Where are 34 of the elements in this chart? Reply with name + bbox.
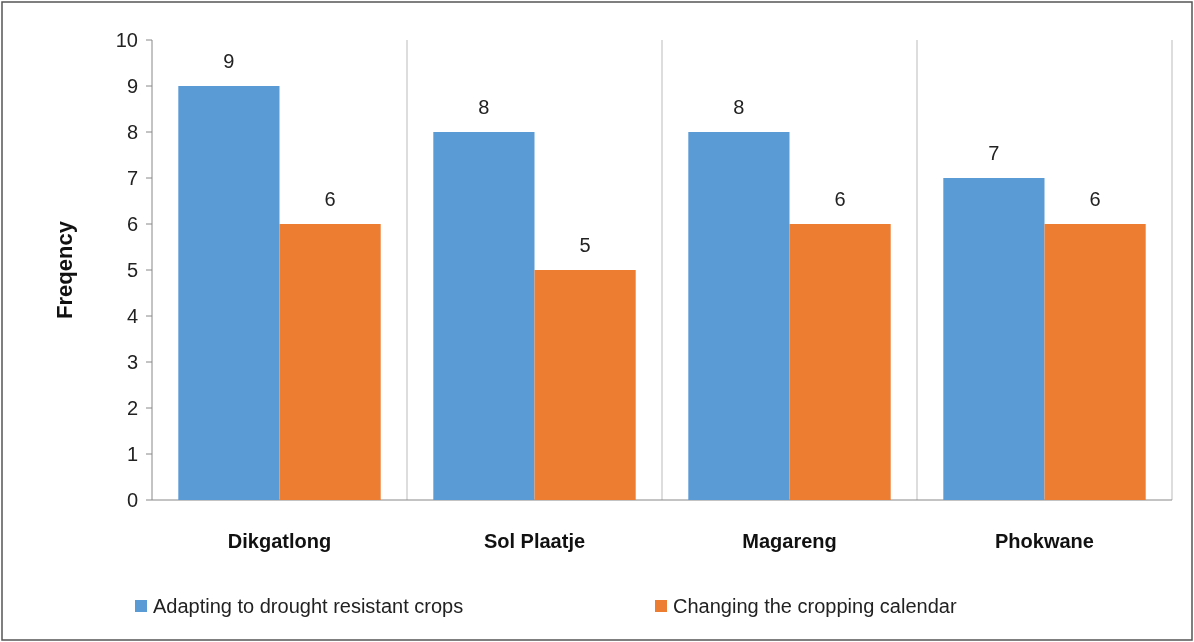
y-tick-label: 7: [126, 167, 138, 189]
y-tick-label: 6: [126, 213, 138, 235]
data-label: 7: [988, 142, 1000, 164]
bar: [789, 224, 891, 500]
x-tick-label: Magareng: [742, 530, 837, 552]
bar: [279, 224, 381, 500]
data-label: 5: [579, 234, 591, 256]
bar: [433, 132, 535, 500]
bar: [688, 132, 790, 500]
legend-label: Changing the cropping calendar: [673, 595, 957, 617]
bar: [1044, 224, 1146, 500]
y-tick-label: 1: [126, 443, 138, 465]
y-tick-label: 4: [126, 305, 138, 327]
data-label: 8: [733, 96, 745, 118]
legend-label: Adapting to drought resistant crops: [153, 595, 464, 617]
y-tick-label: 3: [126, 351, 138, 373]
y-tick-label: 10: [115, 29, 138, 51]
data-label: 9: [223, 50, 235, 72]
data-label: 6: [324, 188, 336, 210]
x-tick-label: Dikgatlong: [227, 530, 332, 552]
y-axis-title: Freqency: [52, 220, 77, 319]
y-tick-label: 2: [126, 397, 138, 419]
x-tick-label: Phokwane: [995, 530, 1094, 552]
y-tick-label: 8: [126, 121, 138, 143]
y-tick-label: 5: [126, 259, 138, 281]
data-label: 6: [834, 188, 846, 210]
bar: [178, 86, 280, 500]
y-tick-label: 9: [126, 75, 138, 97]
bar: [534, 270, 636, 500]
x-tick-label: Sol Plaatje: [483, 530, 586, 552]
y-tick-label: 0: [126, 489, 138, 511]
data-label: 6: [1089, 188, 1101, 210]
data-label: 8: [478, 96, 490, 118]
bar: [943, 178, 1045, 500]
